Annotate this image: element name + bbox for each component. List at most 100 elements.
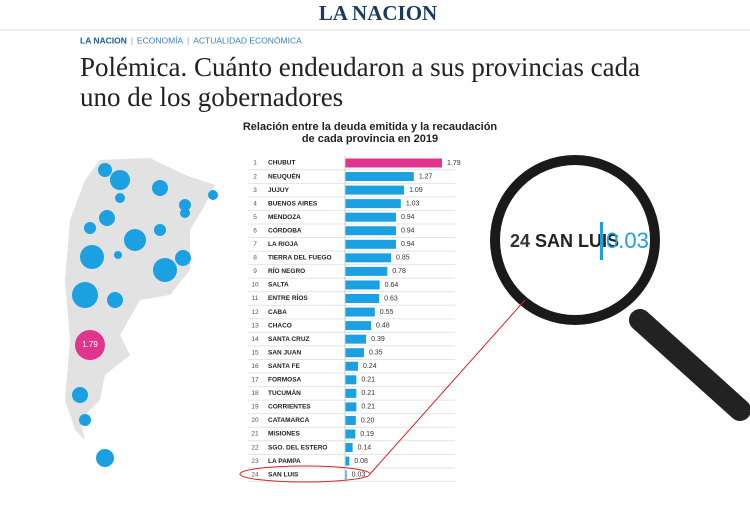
rank-label: 12 <box>251 309 259 316</box>
category-label: LA RIOJA <box>268 241 298 248</box>
value-label: 0.94 <box>401 214 415 221</box>
value-label: 0.35 <box>369 350 383 357</box>
category-label: CÓRDOBA <box>268 225 302 234</box>
map-outline <box>65 158 215 455</box>
bar <box>345 212 396 222</box>
bar <box>345 294 380 303</box>
rank-label: 3 <box>253 187 257 194</box>
magnified-value: 0.03 <box>606 228 649 253</box>
breadcrumb-item[interactable]: LA NACION <box>80 35 127 45</box>
category-label: FORMOSA <box>268 377 302 384</box>
value-label: 0.63 <box>384 295 398 302</box>
category-label: ENTRE RÍOS <box>268 293 308 302</box>
rank-label: 24 <box>251 471 259 478</box>
category-label: NEUQUÉN <box>268 171 301 180</box>
value-label: 0.94 <box>401 228 415 235</box>
map-highlight-label: 1.79 <box>82 340 98 349</box>
category-label: JUJUY <box>268 187 290 194</box>
category-label: RÍO NEGRO <box>268 266 305 275</box>
rank-label: 4 <box>253 200 257 207</box>
value-label: 0.48 <box>376 322 390 329</box>
category-label: MENDOZA <box>268 214 301 221</box>
value-label: 0.21 <box>361 404 375 411</box>
bar <box>345 321 372 331</box>
value-label: 0.78 <box>392 268 406 275</box>
rank-label: 11 <box>252 295 259 302</box>
magnifier-handle <box>629 309 750 421</box>
category-label: CHUBUT <box>268 160 295 167</box>
map-highlight <box>75 330 105 360</box>
value-label: 0.19 <box>360 431 374 438</box>
chart-title: de cada provincia en 2019 <box>302 133 438 145</box>
breadcrumb-item[interactable]: ACTUALIDAD ECONÓMICA <box>193 35 302 45</box>
rank-label: 17 <box>251 377 259 384</box>
bar <box>345 375 357 385</box>
bar <box>345 415 356 425</box>
bar <box>345 253 392 263</box>
magnified-bar <box>600 222 603 260</box>
magnifier: 24 SAN LUIS 0.03 <box>490 155 750 421</box>
bar <box>345 226 396 236</box>
category-label: SGO. DEL ESTERO <box>268 444 327 451</box>
bar <box>345 429 356 439</box>
category-label: BUENOS AIRES <box>268 200 318 207</box>
category-label: SAN LUIS <box>268 471 299 478</box>
bar <box>345 443 353 453</box>
headline: Polémica. Cuánto endeudaron a sus provin… <box>80 52 640 112</box>
rank-label: 10 <box>251 282 259 289</box>
bar <box>345 402 357 412</box>
map-bubbles <box>72 163 218 467</box>
callout-line <box>369 299 526 475</box>
value-label: 0.24 <box>363 363 377 370</box>
bar <box>345 199 401 209</box>
rank-label: 7 <box>253 241 257 248</box>
bar <box>345 348 364 358</box>
rank-label: 1 <box>253 160 257 167</box>
magnified-name: SAN LUIS <box>535 231 619 251</box>
value-label: 0.20 <box>361 417 375 424</box>
breadcrumb: LA NACION ECONOMÍA ACTUALIDAD ECONÓMICA <box>80 35 302 45</box>
value-label: 0.94 <box>401 241 415 248</box>
bar <box>345 172 414 182</box>
category-label: SALTA <box>268 282 289 289</box>
rank-label: 16 <box>251 363 259 370</box>
bar-chart: Relación entre la deuda emitida y la rec… <box>243 121 497 482</box>
value-label: 0.14 <box>358 444 372 451</box>
rank-label: 20 <box>251 417 259 424</box>
category-label: SANTA CRUZ <box>268 336 310 343</box>
category-label: LA PAMPA <box>268 458 301 465</box>
rank-label: 2 <box>253 173 257 180</box>
rank-label: 14 <box>251 336 259 343</box>
rank-label: 15 <box>251 349 259 356</box>
bar <box>345 334 367 344</box>
bar <box>345 280 380 290</box>
value-label: 0.39 <box>371 336 385 343</box>
value-label: 0.64 <box>385 282 399 289</box>
rank-label: 18 <box>251 390 259 397</box>
breadcrumb-item[interactable]: ECONOMÍA <box>137 35 184 45</box>
value-label: 1.09 <box>409 187 423 194</box>
category-label: TIERRA DEL FUEGO <box>268 255 332 262</box>
category-label: SANTA FE <box>268 363 300 370</box>
value-label: 0.85 <box>396 255 410 262</box>
rank-label: 13 <box>251 322 259 329</box>
bar <box>345 456 350 466</box>
value-label: 1.79 <box>447 160 461 167</box>
highlight-ellipse <box>239 465 371 483</box>
category-label: CATAMARCA <box>268 417 310 424</box>
magnifier-lens <box>490 155 660 325</box>
rank-label: 21 <box>251 431 259 438</box>
rank-label: 22 <box>251 444 259 451</box>
site-logo[interactable]: LA NACION <box>319 1 437 25</box>
bar <box>345 470 347 480</box>
value-label: 1.03 <box>406 200 420 207</box>
rank-label: 8 <box>253 255 257 262</box>
value-label: 0.03 <box>352 471 366 478</box>
value-label: 1.27 <box>419 173 433 180</box>
category-label: MISIONES <box>268 431 300 438</box>
rank-label: 5 <box>253 214 257 221</box>
rank-label: 19 <box>251 404 259 411</box>
magnified-rank: 24 <box>510 231 530 251</box>
